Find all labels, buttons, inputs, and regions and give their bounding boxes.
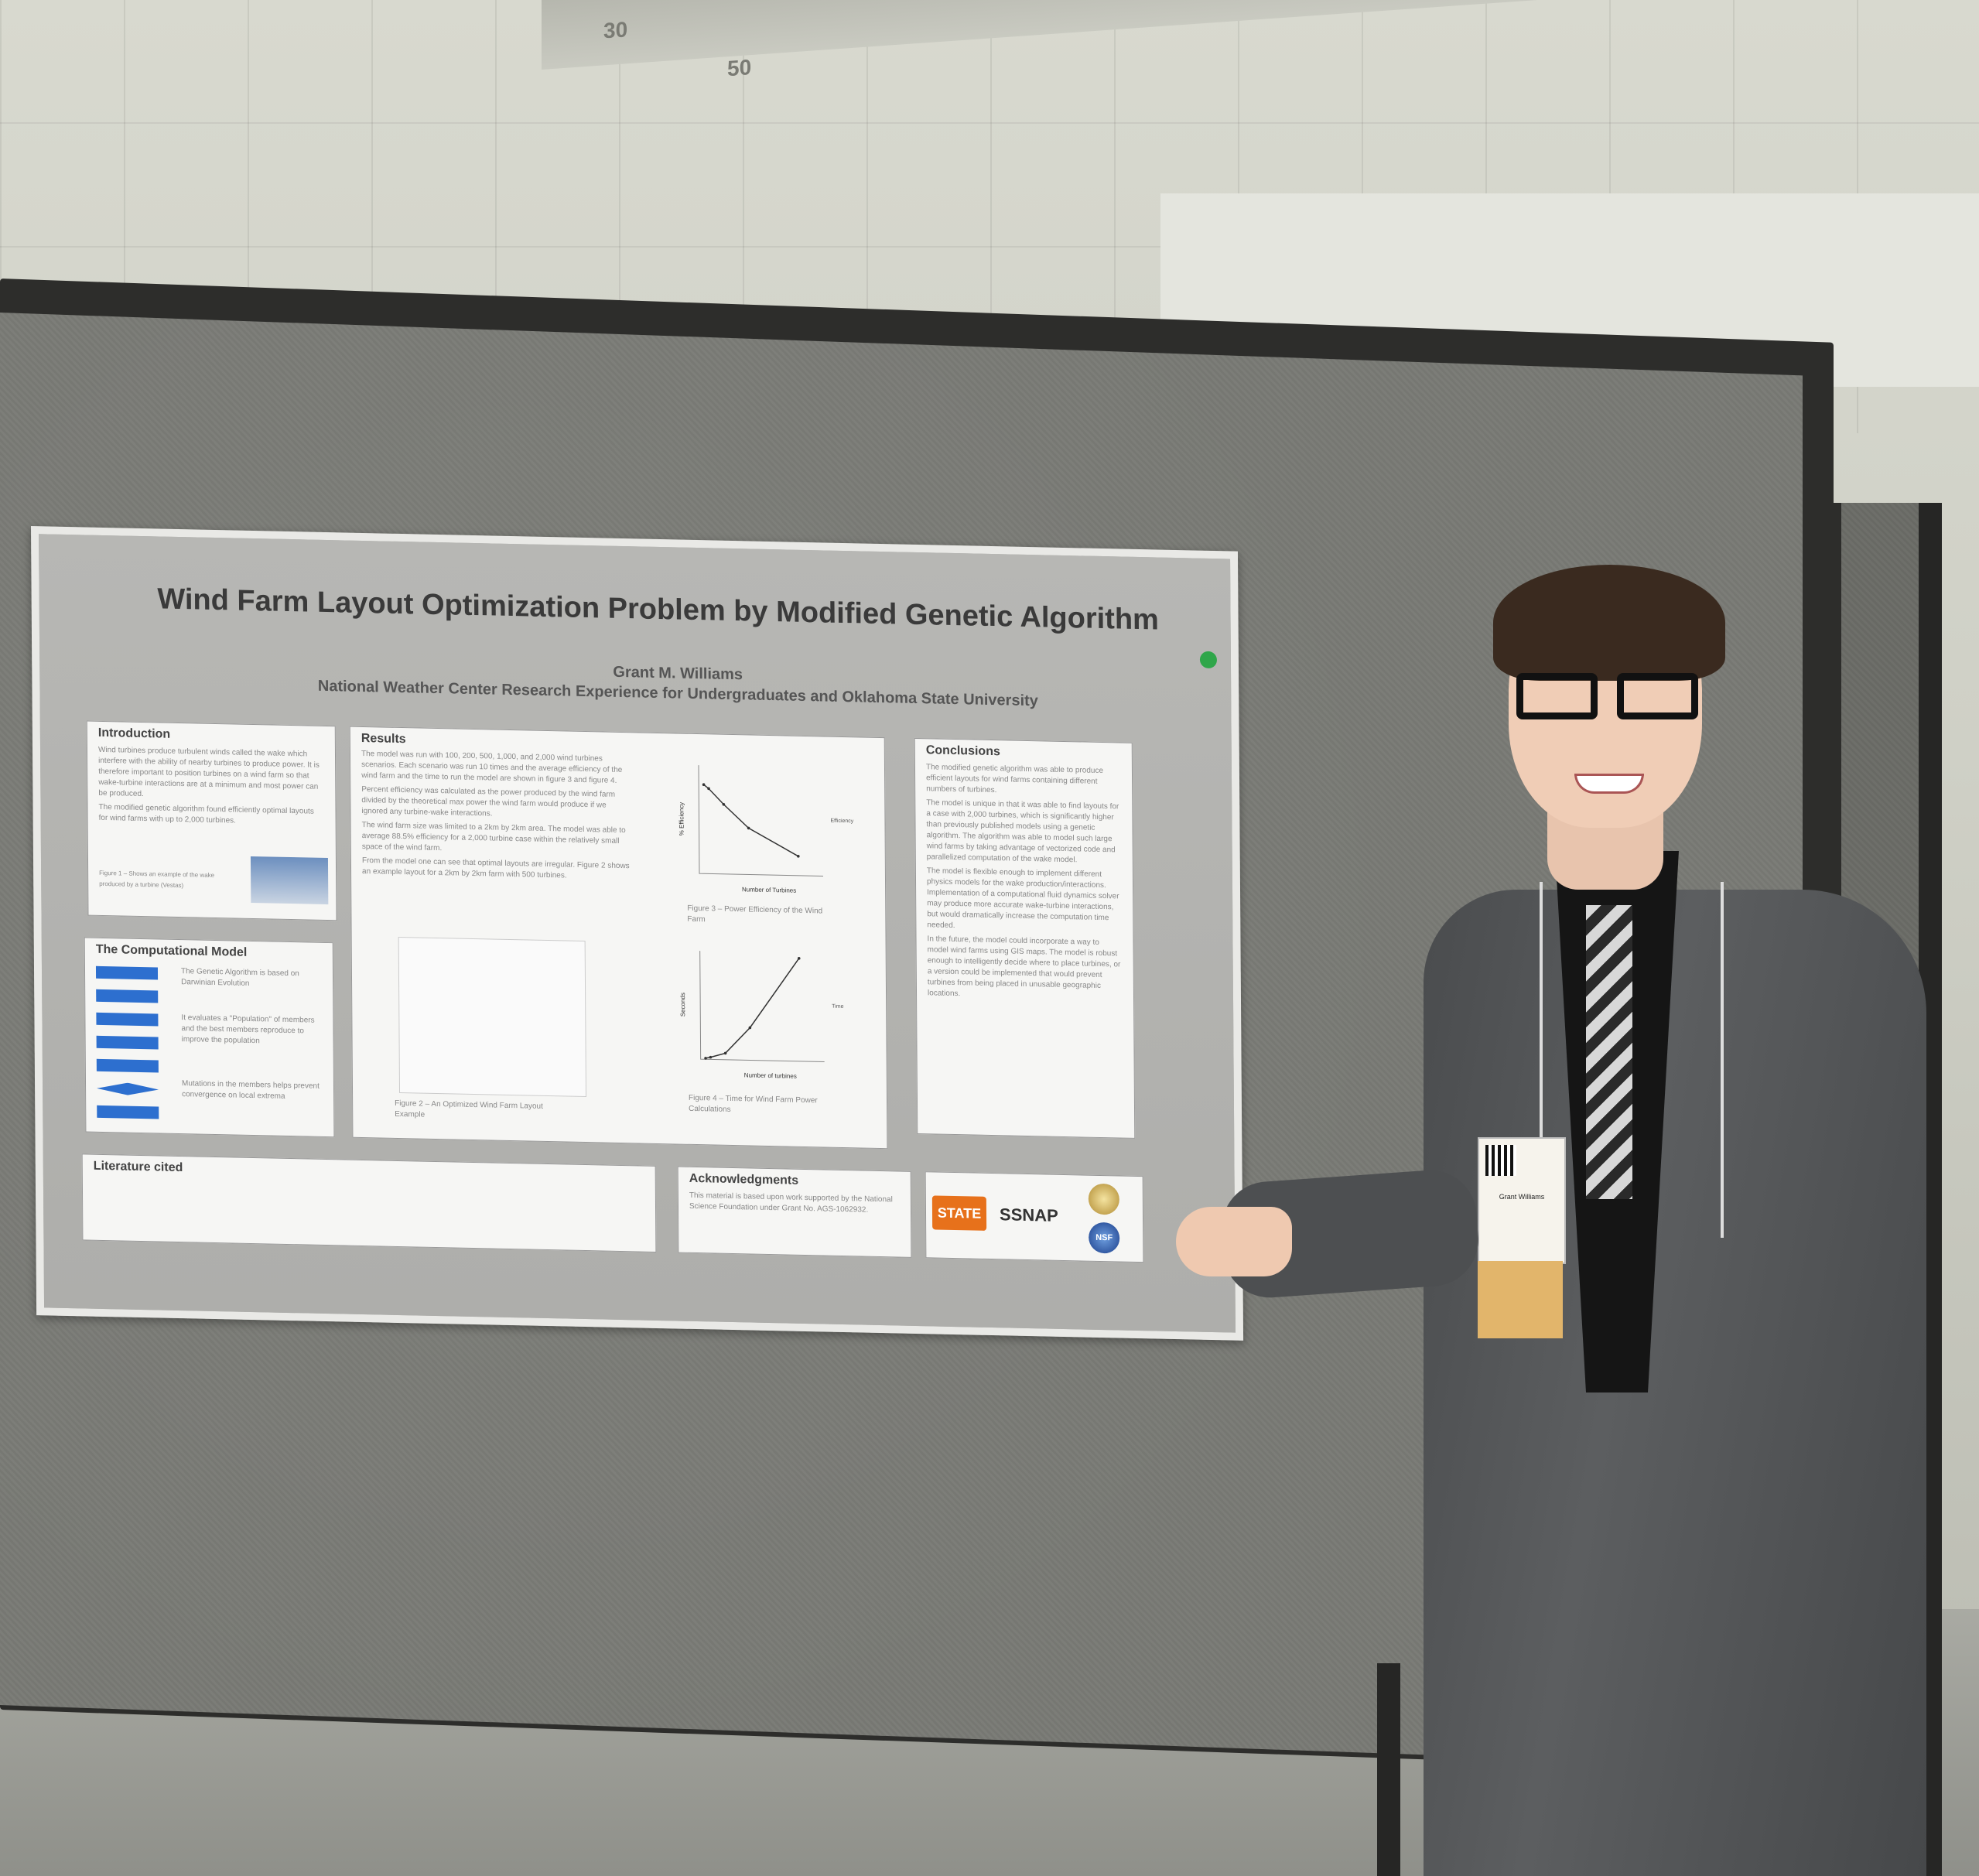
results-paragraph-3: The wind farm size was limited to a 2km … [361, 820, 626, 853]
suit-jacket [1424, 890, 1926, 1876]
badge-qr-code [1485, 1145, 1516, 1176]
poster-title: Wind Farm Layout Optimization Problem by… [157, 583, 1160, 637]
conclusions-paragraph-1: The modified genetic algorithm was able … [925, 763, 1104, 795]
conclusions-heading: Conclusions [925, 743, 1000, 759]
osu-logo: STATE [931, 1195, 987, 1231]
data-point [704, 1057, 707, 1060]
figure4-time-chart: Number of turbines Seconds Time [679, 951, 844, 1080]
figure4-xlabel: Number of turbines [744, 1071, 797, 1079]
conclusions-paragraph-4: In the future, the model could incorpora… [927, 935, 1121, 999]
glasses-lens-right [1617, 673, 1698, 719]
name-badge: Grant Williams [1478, 1137, 1566, 1264]
data-point [702, 783, 706, 787]
data-point [709, 1055, 713, 1059]
introduction-heading: Introduction [97, 726, 171, 741]
data-point [747, 826, 750, 830]
presenter: Grant Williams [1176, 542, 1979, 1876]
beam-number-1: 30 [603, 17, 628, 43]
logos-panel: STATE SSNAP NSF [925, 1171, 1144, 1263]
series-line [703, 784, 799, 857]
glasses-lens-left [1516, 673, 1598, 719]
figure4-ylabel: Seconds [679, 993, 686, 1017]
computational-model-heading: The Computational Model [95, 942, 248, 959]
chart-axes [698, 765, 823, 876]
data-point [797, 854, 800, 858]
acknowledgments-heading: Acknowledgments [689, 1171, 799, 1187]
flowchart-step [96, 1012, 159, 1027]
seal-logo [1088, 1183, 1119, 1215]
smile [1574, 774, 1644, 794]
literature-heading: Literature cited [93, 1159, 183, 1175]
ssnap-logo: SSNAP [999, 1205, 1058, 1225]
data-point [722, 802, 726, 806]
figure2-caption: Figure 2 – An Optimized Wind Farm Layout… [395, 1099, 543, 1119]
conclusions-paragraph-2: The model is unique in that it was able … [926, 798, 1119, 865]
badge-name: Grant Williams [1499, 1193, 1545, 1201]
results-paragraph-4: From the model one can see that optimal … [361, 856, 630, 880]
beam-number-2: 50 [727, 55, 752, 81]
figure3-xlabel: Number of Turbines [742, 886, 796, 894]
model-text-1: The Genetic Algorithm is based on Darwin… [180, 967, 299, 988]
data-point [723, 1051, 727, 1055]
figure3-ylabel: % Efficiency [678, 802, 685, 836]
glasses [1516, 673, 1702, 719]
wake-photo [250, 856, 329, 905]
flowchart-step [96, 1035, 159, 1050]
introduction-text-2: The modified genetic algorithm found eff… [98, 802, 314, 825]
chart-axes [699, 951, 825, 1063]
badge-ribbon [1478, 1261, 1563, 1338]
research-poster: Wind Farm Layout Optimization Problem by… [31, 526, 1244, 1341]
pointing-hand [1176, 1207, 1292, 1276]
introduction-text: Wind turbines produce turbulent winds ca… [97, 745, 320, 799]
figure4-caption: Figure 4 – Time for Wind Farm Power Calc… [688, 1093, 818, 1114]
lanyard [1540, 882, 1724, 1238]
board-leg-center [1377, 1663, 1400, 1876]
figure4-legend: Time [832, 1004, 843, 1010]
results-paragraph-2: Percent efficiency was calculated as the… [361, 784, 616, 818]
data-point [707, 787, 710, 791]
hair [1493, 565, 1725, 681]
flowchart-step [96, 989, 159, 1003]
figure3-caption: Figure 3 – Power Efficiency of the Wind … [687, 904, 823, 924]
computational-model-panel: The Computational Model The Genetic Algo… [84, 937, 335, 1138]
model-text-2: It evaluates a "Population" of members a… [181, 1013, 315, 1046]
results-text-column: The model was run with 100, 200, 500, 1,… [350, 746, 645, 887]
acknowledgments-text: This material is based upon work support… [689, 1191, 893, 1215]
figure3-legend: Efficiency [830, 818, 853, 825]
flowchart-step [96, 1058, 159, 1073]
poster-author-block: Grant M. Williams National Weather Cente… [194, 653, 1161, 713]
figure3-efficiency-chart: Number of Turbines % Efficiency Efficien… [678, 765, 854, 894]
series-line [705, 958, 800, 1059]
conclusions-panel: Conclusions The modified genetic algorit… [914, 737, 1136, 1139]
flowchart-decision [97, 1082, 159, 1096]
data-point [797, 957, 801, 960]
figure1-caption: Figure 1 – Shows an example of the wake … [99, 869, 215, 890]
flowchart-step [95, 965, 159, 980]
model-text-3: Mutations in the members helps prevent c… [181, 1079, 320, 1101]
introduction-panel: Introduction Wind turbines produce turbu… [86, 720, 337, 921]
figure2-layout-plot [398, 936, 587, 1098]
striped-tie [1586, 905, 1632, 1199]
green-sticker [1199, 651, 1218, 669]
conclusions-paragraph-3: The model is flexible enough to implemen… [926, 866, 1119, 931]
data-point [748, 1026, 752, 1030]
results-panel: Results The model was run with 100, 200,… [349, 726, 888, 1150]
nsf-logo: NSF [1089, 1222, 1120, 1254]
literature-panel: Literature cited [81, 1153, 657, 1252]
flowchart-step [97, 1105, 159, 1119]
results-paragraph-1: The model was run with 100, 200, 500, 1,… [361, 749, 623, 785]
acknowledgments-panel: Acknowledgments This material is based u… [677, 1166, 912, 1258]
